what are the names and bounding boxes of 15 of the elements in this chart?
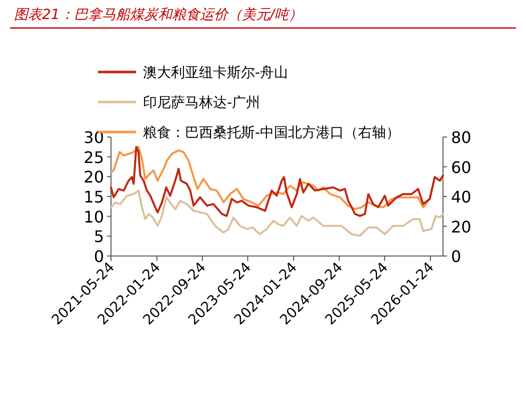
y2-tick-label: 0: [451, 247, 462, 266]
y-tick-label: 20: [84, 168, 104, 187]
y-tick-label: 25: [84, 148, 104, 167]
y-tick-label: 10: [84, 207, 104, 226]
y-tick-label: 0: [94, 247, 104, 266]
y2-tick-label: 20: [451, 217, 472, 236]
legend-label: 粮食：巴西桑托斯-中国北方港口（右轴）: [143, 125, 400, 141]
legend-label: 印尼萨马林达-广州: [143, 95, 260, 111]
y2-tick-label: 80: [451, 128, 472, 147]
title: 图表21：巴拿马船煤炭和粮食运价（美元/吨）: [14, 7, 303, 23]
legend-label: 澳大利亚纽卡斯尔-舟山: [143, 65, 288, 81]
y2-tick-label: 40: [451, 188, 472, 206]
y-tick-label: 15: [84, 188, 104, 206]
y2-tick-label: 60: [451, 158, 472, 177]
y-tick-label: 5: [94, 227, 104, 246]
